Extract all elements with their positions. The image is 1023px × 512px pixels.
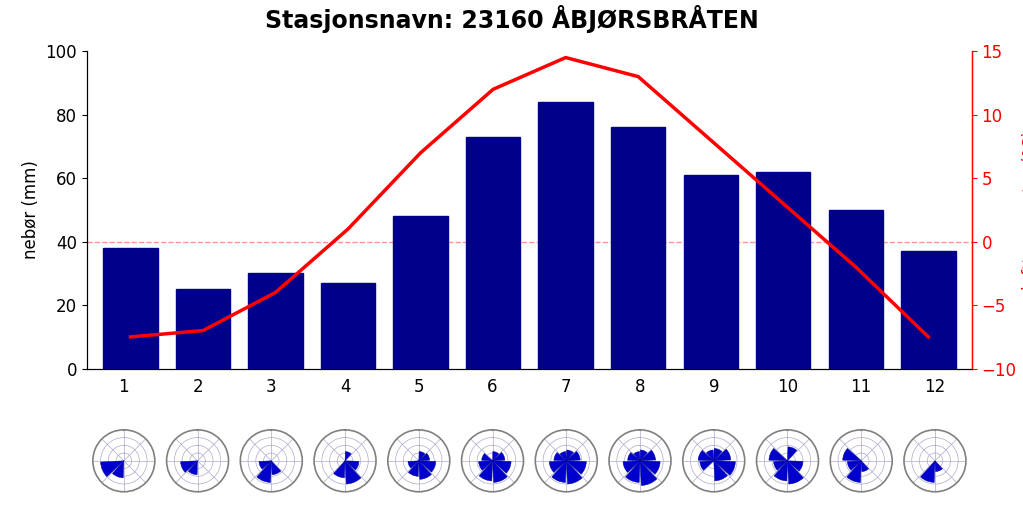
- Text: 8: 8: [634, 377, 646, 396]
- Bar: [843, 449, 861, 461]
- Bar: [769, 449, 788, 461]
- Bar: [714, 461, 736, 475]
- Bar: [788, 461, 803, 471]
- Bar: [633, 452, 640, 461]
- Bar: [492, 461, 512, 473]
- Bar: [249, 273, 303, 369]
- Bar: [756, 172, 810, 369]
- Y-axis label: nebør (mm): nebør (mm): [23, 160, 40, 260]
- Bar: [188, 461, 197, 475]
- Bar: [492, 452, 499, 461]
- Bar: [180, 461, 197, 473]
- Text: 4: 4: [340, 377, 350, 396]
- Bar: [549, 461, 567, 473]
- Bar: [271, 461, 281, 475]
- Bar: [628, 453, 640, 461]
- Bar: [465, 137, 521, 369]
- Bar: [567, 451, 580, 461]
- Bar: [788, 447, 797, 461]
- Bar: [492, 452, 505, 461]
- Bar: [625, 461, 640, 482]
- Bar: [492, 461, 507, 482]
- Bar: [321, 283, 375, 369]
- Bar: [259, 461, 271, 470]
- Text: 7: 7: [561, 377, 572, 396]
- Text: 6: 6: [487, 377, 498, 396]
- Bar: [418, 454, 430, 461]
- Text: 12: 12: [925, 377, 945, 396]
- Bar: [714, 449, 722, 461]
- Bar: [640, 461, 657, 485]
- Bar: [788, 461, 803, 484]
- Bar: [257, 461, 271, 482]
- Bar: [418, 461, 436, 472]
- Bar: [560, 452, 567, 461]
- Bar: [482, 454, 492, 461]
- Bar: [408, 461, 418, 468]
- Bar: [640, 450, 648, 461]
- Bar: [551, 461, 567, 482]
- Bar: [683, 175, 738, 369]
- Bar: [176, 289, 230, 369]
- Text: 11: 11: [850, 377, 872, 396]
- Bar: [829, 210, 883, 369]
- Bar: [861, 461, 869, 472]
- Text: 5: 5: [413, 377, 425, 396]
- Bar: [345, 452, 351, 461]
- Bar: [611, 127, 665, 369]
- Text: 1: 1: [119, 377, 129, 396]
- Bar: [418, 452, 425, 461]
- Bar: [538, 102, 593, 369]
- Bar: [901, 251, 955, 369]
- Bar: [103, 248, 158, 369]
- Bar: [479, 461, 492, 481]
- Bar: [394, 216, 448, 369]
- Bar: [714, 461, 727, 481]
- Bar: [333, 461, 345, 478]
- Bar: [699, 451, 714, 461]
- Bar: [567, 461, 586, 474]
- Bar: [553, 453, 567, 461]
- Bar: [774, 461, 788, 481]
- Bar: [567, 461, 582, 484]
- Bar: [345, 461, 359, 470]
- Bar: [714, 449, 730, 461]
- Bar: [408, 461, 418, 476]
- Bar: [345, 461, 361, 484]
- Bar: [640, 461, 660, 474]
- Bar: [640, 450, 656, 461]
- Text: 9: 9: [709, 377, 719, 396]
- Bar: [113, 461, 124, 478]
- Text: 10: 10: [776, 377, 798, 396]
- Text: Stasjonsnavn: 23160 ÅBJØRSBRÅTEN: Stasjonsnavn: 23160 ÅBJØRSBRÅTEN: [265, 5, 758, 33]
- Bar: [567, 450, 574, 461]
- Bar: [773, 461, 788, 471]
- Text: 3: 3: [266, 377, 276, 396]
- Bar: [847, 461, 861, 471]
- Bar: [418, 461, 432, 479]
- Bar: [100, 461, 124, 477]
- Bar: [700, 461, 714, 471]
- Text: 2: 2: [192, 377, 203, 396]
- Bar: [847, 461, 861, 482]
- Bar: [706, 450, 714, 461]
- Bar: [935, 461, 942, 472]
- Bar: [921, 461, 935, 482]
- Bar: [479, 461, 492, 471]
- Bar: [623, 461, 640, 473]
